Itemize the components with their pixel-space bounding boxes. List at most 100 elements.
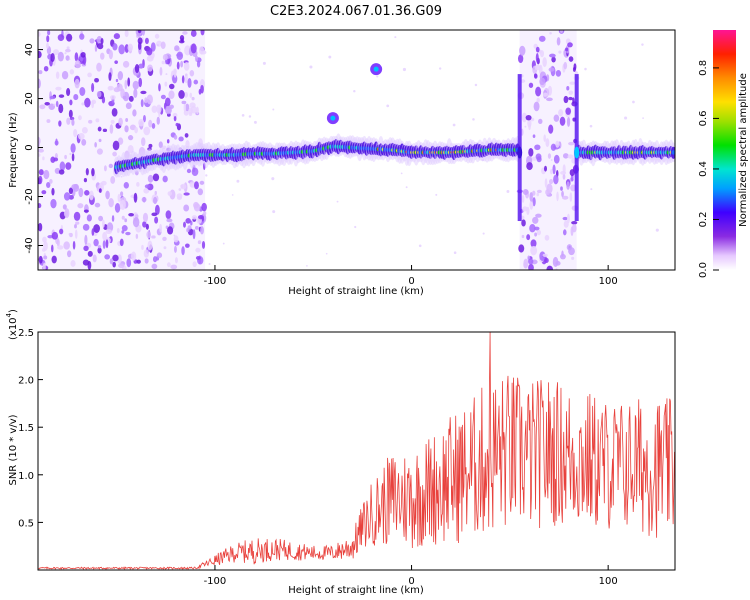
noise-blob: [196, 60, 201, 68]
noise-blob: [197, 215, 204, 220]
noise-blob: [62, 204, 67, 210]
noise-blob: [112, 151, 117, 157]
noise-blob: [93, 238, 99, 247]
noise-blob: [123, 181, 129, 189]
noise-blob: [194, 55, 199, 62]
noise-blob: [49, 179, 53, 184]
noise-blob: [182, 31, 188, 35]
noise-speck: [66, 46, 70, 50]
noise-blob: [127, 135, 134, 141]
noise-blob: [140, 90, 147, 95]
noise-blob: [84, 97, 91, 108]
noise-blob: [152, 256, 158, 263]
noise-blob: [154, 33, 160, 39]
noise-blob: [118, 44, 125, 55]
noise-blob: [199, 46, 205, 55]
noise-blob: [115, 78, 119, 83]
noise-blob: [185, 103, 190, 112]
noise-blob: [91, 167, 95, 177]
noise-blob: [114, 203, 121, 213]
noise-blob: [186, 168, 192, 174]
noise-blob: [84, 189, 90, 196]
noise-blob: [568, 90, 574, 95]
noise-blob: [526, 162, 533, 171]
noise-blob: [64, 154, 67, 160]
noise-blob: [113, 33, 121, 40]
noise-blob: [552, 256, 559, 267]
noise-blob: [548, 124, 554, 134]
noise-speck: [452, 123, 456, 127]
colorbar-tick-label: 0.2: [698, 212, 709, 228]
snr-multiplier-exp: 4: [5, 312, 13, 317]
noise-blob: [191, 215, 198, 220]
noise-blob: [38, 78, 41, 89]
y-tick-label: 40: [24, 43, 35, 56]
noise-speck: [208, 262, 211, 265]
noise-speck: [262, 61, 266, 65]
noise-blob: [87, 260, 92, 270]
noise-speck: [64, 52, 67, 55]
noise-blob: [561, 195, 569, 200]
noise-blob: [77, 203, 84, 209]
noise-speck: [68, 232, 72, 236]
noise-blob: [38, 153, 41, 157]
noise-speck: [453, 251, 457, 254]
noise-blob: [125, 231, 131, 236]
noise-blob: [144, 37, 149, 44]
noise-blob: [547, 153, 552, 159]
noise-speck: [655, 228, 659, 232]
noise-speck: [306, 264, 308, 267]
noise-blob: [88, 119, 93, 124]
noise-speck: [325, 252, 328, 255]
noise-blob: [159, 223, 163, 233]
noise-blob: [167, 191, 173, 196]
noise-blob: [102, 219, 105, 228]
y-tick-label: 20: [24, 92, 35, 105]
noise-blob: [42, 156, 45, 161]
noise-blob: [166, 262, 171, 268]
noise-blob: [94, 202, 101, 208]
noise-speck: [394, 36, 397, 39]
noise-blob: [51, 244, 54, 253]
noise-blob: [545, 189, 551, 196]
noise-blob: [105, 239, 109, 249]
figure-title: C2E3.2024.067.01.36.G09: [270, 4, 442, 19]
noise-blob: [124, 125, 129, 133]
noise-blob: [38, 255, 43, 264]
noise-blob: [108, 49, 113, 60]
noise-blob: [71, 183, 79, 190]
noise-blob: [562, 173, 566, 180]
noise-blob: [174, 257, 178, 264]
noise-blob: [539, 251, 546, 261]
noise-blob: [532, 190, 536, 196]
noise-blob: [538, 118, 543, 125]
noise-blob: [135, 233, 139, 239]
noise-blob: [96, 148, 103, 155]
noise-blob: [70, 143, 76, 154]
noise-speck: [376, 75, 379, 78]
spectrogram-frame: [37, 29, 676, 271]
noise-speck: [482, 232, 485, 235]
noise-blob: [38, 203, 42, 209]
x-tick-label: 0: [408, 276, 414, 287]
noise-blob: [192, 261, 197, 268]
noise-blob: [53, 49, 60, 55]
noise-blob: [571, 224, 577, 233]
noise-blob: [63, 241, 70, 250]
noise-blob: [521, 195, 525, 203]
noise-blob: [189, 181, 196, 188]
noise-blob: [532, 197, 536, 207]
noise-speck: [309, 65, 313, 69]
noise-blob: [87, 72, 92, 78]
noise-blob: [189, 92, 193, 98]
noise-blob: [546, 97, 553, 102]
noise-blob: [39, 104, 46, 110]
noise-blob: [521, 234, 525, 239]
noise-blob: [187, 77, 192, 88]
noise-speck: [550, 159, 553, 161]
noise-blob: [562, 153, 569, 159]
noise-blob: [565, 47, 569, 52]
spectrogram-signal: [113, 63, 675, 222]
noise-blob: [113, 87, 121, 93]
noise-blob: [158, 83, 161, 92]
